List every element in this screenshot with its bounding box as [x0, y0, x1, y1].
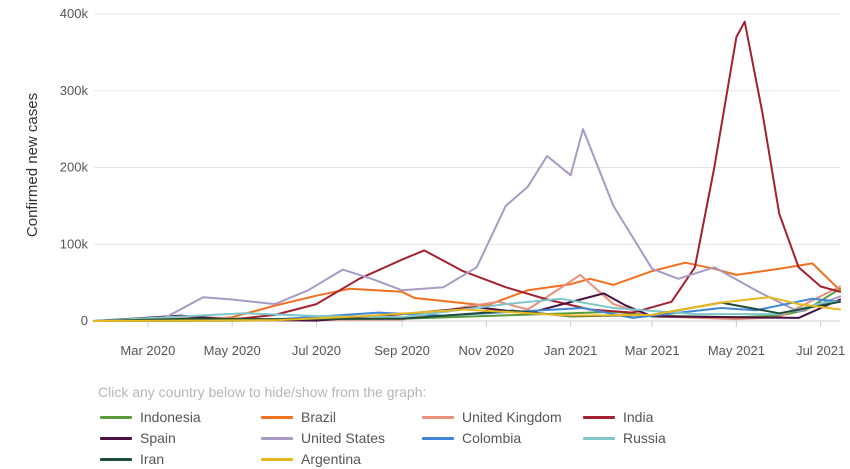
- series-line-argentina: [93, 296, 841, 322]
- series-line-india: [93, 20, 841, 322]
- grid-lines: [94, 13, 840, 322]
- legend-item-russia[interactable]: Russia: [583, 428, 666, 448]
- legend-label: United Kingdom: [462, 409, 562, 425]
- legend-item-brazil[interactable]: Brazil: [261, 407, 336, 427]
- y-tick-label: 100k: [60, 236, 89, 251]
- legend-item-argentina[interactable]: Argentina: [261, 449, 361, 469]
- series-line-brazil: [93, 261, 841, 322]
- y-tick-label: 0: [81, 313, 88, 328]
- legend-swatch: [100, 436, 132, 440]
- legend-label: Colombia: [462, 430, 522, 446]
- x-tick-label: Mar 2021: [625, 343, 680, 358]
- x-tick-label: May 2021: [708, 343, 765, 358]
- legend-swatch: [422, 436, 454, 440]
- legend-item-colombia[interactable]: Colombia: [422, 428, 521, 448]
- y-axis-ticks: 0 100k 200k 300k 400k: [60, 6, 89, 328]
- series-line-united-states: [93, 128, 841, 322]
- legend-label: India: [623, 409, 654, 425]
- legend-label: Indonesia: [140, 409, 201, 425]
- y-tick-label: 200k: [60, 160, 89, 175]
- legend-label: Spain: [140, 430, 176, 446]
- y-tick-label: 400k: [60, 6, 89, 21]
- x-tick-label: Nov 2020: [459, 343, 515, 358]
- legend-hint: Click any country below to hide/show fro…: [98, 384, 427, 400]
- series-lines: [93, 20, 841, 322]
- x-tick-label: May 2020: [204, 343, 261, 358]
- legend-item-iran[interactable]: Iran: [100, 449, 164, 469]
- legend-swatch: [583, 436, 615, 440]
- legend-swatch: [261, 415, 293, 419]
- legend-swatch: [100, 457, 132, 461]
- legend-label: Brazil: [301, 409, 337, 425]
- legend-item-united-states[interactable]: United States: [261, 428, 385, 448]
- legend-item-spain[interactable]: Spain: [100, 428, 176, 448]
- legend-item-india[interactable]: India: [583, 407, 653, 427]
- legend-swatch: [261, 457, 293, 461]
- x-axis-ticks: Mar 2020 May 2020 Jul 2020 Sep 2020 Nov 2020…: [120, 321, 845, 358]
- legend-label: Russia: [623, 430, 666, 446]
- legend-label: United States: [301, 430, 386, 446]
- legend-swatch: [583, 415, 615, 419]
- y-tick-label: 300k: [60, 83, 89, 98]
- y-axis-label: Confirmed new cases: [24, 93, 41, 237]
- legend-swatch: [261, 436, 293, 440]
- legend-swatch: [100, 415, 132, 419]
- legend-item-united-kingdom[interactable]: United Kingdom: [422, 407, 562, 427]
- x-tick-label: Mar 2020: [120, 343, 175, 358]
- legend-swatch: [422, 415, 454, 419]
- legend-label: Argentina: [301, 451, 361, 467]
- x-tick-label: Jan 2021: [544, 343, 598, 358]
- legend-item-indonesia[interactable]: Indonesia: [100, 407, 201, 427]
- x-tick-label: Jul 2021: [796, 343, 845, 358]
- x-tick-label: Jul 2020: [292, 343, 341, 358]
- line-chart: 0 100k 200k 300k 400k Mar 2020 May 2020 Jul 20…: [24, 6, 845, 358]
- legend-label: Iran: [140, 451, 165, 467]
- x-tick-label: Sep 2020: [374, 343, 430, 358]
